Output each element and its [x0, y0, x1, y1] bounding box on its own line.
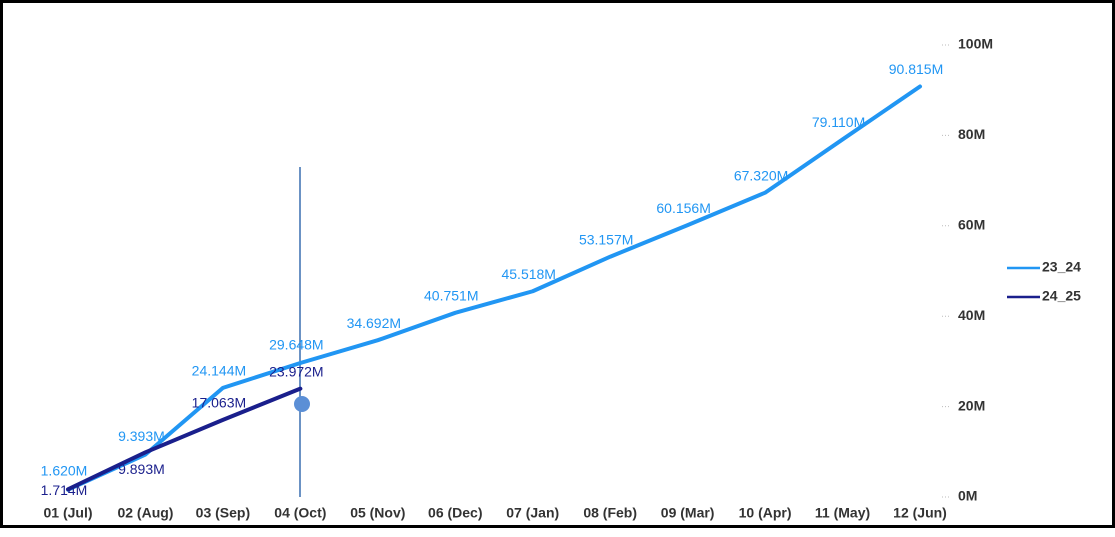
data-label: 9.893M [118, 461, 165, 477]
x-tick-label: 08 (Feb) [583, 505, 637, 521]
x-tick-label: 03 (Sep) [196, 505, 250, 521]
series-line [66, 84, 922, 492]
x-tick-label: 05 (Nov) [350, 505, 405, 521]
data-label: 9.393M [118, 428, 165, 444]
data-label: 53.157M [579, 231, 633, 247]
data-label: 67.320M [734, 167, 788, 183]
data-label: 17.063M [192, 395, 246, 411]
data-label: 1.620M [41, 462, 88, 478]
data-label: 79.110M [812, 114, 865, 130]
data-label: 60.156M [656, 200, 710, 216]
data-label: 40.751M [424, 288, 478, 304]
y-tick-label: 20M [958, 397, 985, 413]
x-tick-label: 07 (Jan) [506, 505, 559, 521]
x-tick-label: 12 (Jun) [893, 505, 947, 521]
legend-label: 24_25 [1042, 288, 1081, 304]
y-tick-label: 80M [958, 126, 985, 142]
x-tick-label: 04 (Oct) [274, 505, 326, 521]
x-tick-label: 11 (May) [815, 505, 870, 521]
y-tick-label: 40M [958, 307, 985, 323]
x-tick-label: 01 (Jul) [43, 505, 92, 521]
data-label: 90.815M [889, 61, 943, 77]
x-tick-label: 09 (Mar) [661, 505, 715, 521]
hover-dot [294, 396, 310, 412]
data-label: 24.144M [192, 363, 246, 379]
x-tick-label: 06 (Dec) [428, 505, 482, 521]
y-tick-label: 100M [958, 36, 993, 52]
data-label: 34.692M [347, 315, 401, 331]
series-line [66, 386, 303, 492]
data-label: 29.648M [269, 337, 323, 353]
data-label: 23.972M [269, 363, 323, 379]
data-label: 45.518M [501, 266, 555, 282]
x-tick-label: 02 (Aug) [117, 505, 173, 521]
data-label: 1.714M [41, 482, 88, 498]
y-tick-label: 0M [958, 488, 977, 504]
y-tick-label: 60M [958, 217, 985, 233]
x-tick-label: 10 (Apr) [739, 505, 792, 521]
legend-label: 23_24 [1042, 259, 1081, 275]
